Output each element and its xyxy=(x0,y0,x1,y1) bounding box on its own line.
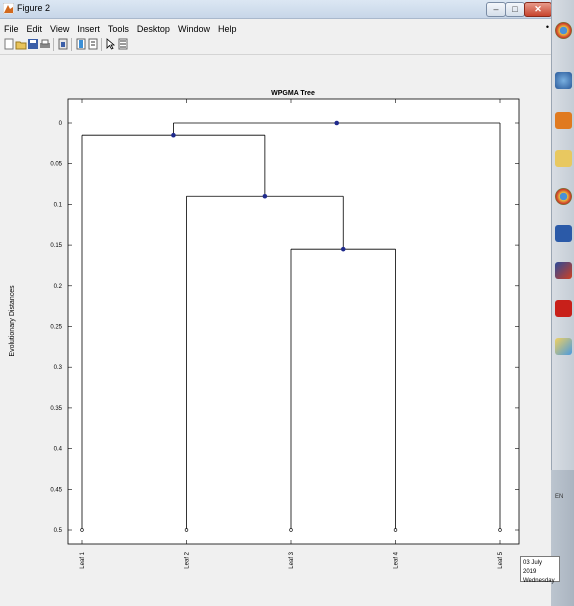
x-tick-label: Leaf 3 xyxy=(289,551,295,568)
y-tick-label: 0.15 xyxy=(50,243,62,249)
x-tick-label: Leaf 2 xyxy=(185,551,191,568)
figure-canvas: WPGMA Tree Evolutionary Distances 0 0.05 0… xyxy=(0,55,551,606)
x-tick-label: Leaf 4 xyxy=(394,551,400,568)
internal-node xyxy=(340,246,346,252)
word-icon[interactable] xyxy=(555,225,572,242)
internal-node xyxy=(171,132,176,138)
dendrogram-nodes xyxy=(80,120,502,532)
internal-node xyxy=(334,120,340,126)
menu-window[interactable]: Window xyxy=(177,24,210,34)
menu-desktop[interactable]: Desktop xyxy=(136,24,170,34)
menu-help[interactable]: Help xyxy=(217,24,237,34)
menu-bar: File Edit View Insert Tools Desktop Window Help… xyxy=(0,19,551,35)
y-tick-label: 0.45 xyxy=(50,487,62,493)
y-axis-label: Evolutionary Distances xyxy=(9,285,16,357)
y-tick-label: 0.4 xyxy=(54,447,63,453)
language-indicator[interactable]: EN xyxy=(555,494,564,500)
y-axis-ticks: 0 0.05 0.1 0.15 0.2 0.25 0.3 0.35 0.4 0.45 0.5 xyxy=(50,121,519,534)
leaf-node xyxy=(289,528,293,532)
chart-title: WPGMA Tree xyxy=(271,90,315,97)
tooltip-date: 03 July 2019 xyxy=(523,560,543,575)
y-tick-label: 0.3 xyxy=(54,365,63,371)
outlook-icon[interactable] xyxy=(555,112,572,129)
insert-colorbar-icon[interactable] xyxy=(75,38,87,50)
y-tick-label: 0.2 xyxy=(54,284,63,290)
tooltip-day: Wednesday xyxy=(523,578,555,584)
window-title: Figure 2 xyxy=(17,3,51,13)
pointer-icon[interactable] xyxy=(105,38,117,50)
x-axis-ticks: Leaf 1 Leaf 2 Leaf 3 Leaf 4 Leaf 5 xyxy=(80,99,504,569)
paint-icon[interactable] xyxy=(555,338,572,355)
menu-overflow-icon[interactable]: • xyxy=(545,22,549,32)
figure-window: Figure 2 – □ ✕ File Edit View Insert Tools De… xyxy=(0,0,552,606)
menu-tools[interactable]: Tools xyxy=(107,24,129,34)
menu-view[interactable]: View xyxy=(50,24,70,34)
x-tick-label: Leaf 5 xyxy=(498,551,504,568)
maximize-button[interactable]: □ xyxy=(505,2,525,17)
leaf-node xyxy=(80,528,84,532)
leaf-node xyxy=(393,528,398,532)
minimize-button[interactable]: – xyxy=(486,2,506,17)
acrobat-icon[interactable] xyxy=(555,300,572,317)
y-tick-label: 0.35 xyxy=(50,406,62,412)
insert-legend-icon[interactable] xyxy=(87,38,99,50)
y-tick-label: 0.25 xyxy=(50,325,62,331)
matlab-icon[interactable] xyxy=(555,262,572,279)
save-icon[interactable] xyxy=(27,38,39,50)
dendrogram-links xyxy=(81,122,501,530)
menu-file[interactable]: File xyxy=(4,24,19,34)
network-icon[interactable] xyxy=(555,72,572,89)
title-bar[interactable]: Figure 2 – □ ✕ xyxy=(0,0,552,19)
open-file-icon[interactable] xyxy=(15,38,27,50)
chrome-icon[interactable] xyxy=(555,22,572,39)
plot-tools-icon[interactable] xyxy=(117,38,129,50)
chrome-icon[interactable] xyxy=(555,188,572,205)
y-tick-label: 0.5 xyxy=(54,528,63,534)
leaf-node xyxy=(498,528,502,532)
internal-node xyxy=(262,193,268,199)
figure-toolbar xyxy=(0,36,551,55)
close-button[interactable]: ✕ xyxy=(524,2,552,17)
date-tooltip: 03 July 2019 Wednesday xyxy=(520,556,560,584)
menu-insert[interactable]: Insert xyxy=(77,24,100,34)
y-tick-label: 0 xyxy=(59,121,63,127)
leaf-node xyxy=(184,528,189,532)
link-icon[interactable] xyxy=(57,38,69,50)
new-figure-icon[interactable] xyxy=(3,38,15,50)
matlab-figure-icon xyxy=(3,3,14,14)
menu-edit[interactable]: Edit xyxy=(26,24,43,34)
print-icon[interactable] xyxy=(39,38,51,50)
folder-icon[interactable] xyxy=(555,150,572,167)
x-tick-label: Leaf 1 xyxy=(80,551,86,568)
y-tick-label: 0.1 xyxy=(54,202,63,208)
y-tick-label: 0.05 xyxy=(50,162,62,168)
dendrogram-plot: WPGMA Tree Evolutionary Distances 00.050… xyxy=(9,90,520,569)
taskbar xyxy=(551,0,574,606)
axes-box xyxy=(67,98,520,545)
